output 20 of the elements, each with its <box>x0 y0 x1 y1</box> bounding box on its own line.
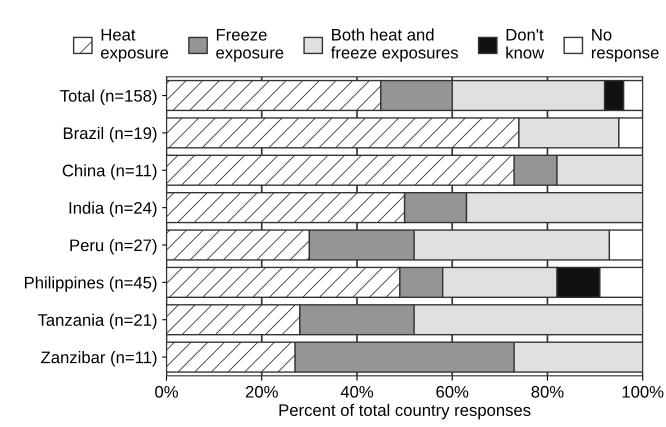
x-axis-title: Percent of total country responses <box>280 404 530 420</box>
x-tick-label: 40% <box>340 386 374 398</box>
y-tick-label: India (n=24) <box>70 202 156 218</box>
x-tick-label: 100% <box>622 386 664 398</box>
legend-label: Heat exposure <box>101 28 168 62</box>
y-tick-label: Brazil (n=19) <box>64 126 156 142</box>
legend-label: Don't know <box>506 28 544 59</box>
legend-label: Both heat and freeze exposures <box>330 28 458 62</box>
legend-label: Freeze exposure <box>216 28 284 62</box>
y-tick-label: Philippines (n=45) <box>24 276 156 292</box>
y-tick-label: Zanzibar (n=11) <box>41 351 156 367</box>
x-tick-label: 80% <box>532 386 564 398</box>
x-tick-label: 0% <box>155 386 178 398</box>
legend-label: No response <box>592 28 659 62</box>
y-tick-label: China (n=11) <box>62 164 156 180</box>
x-tick-label: 20% <box>246 386 278 398</box>
y-tick-label: Tanzania (n=21) <box>38 314 156 330</box>
y-tick-label: Total (n=158) <box>60 90 156 106</box>
x-tick-label: 60% <box>436 386 468 398</box>
y-tick-label: Peru (n=27) <box>70 238 156 254</box>
